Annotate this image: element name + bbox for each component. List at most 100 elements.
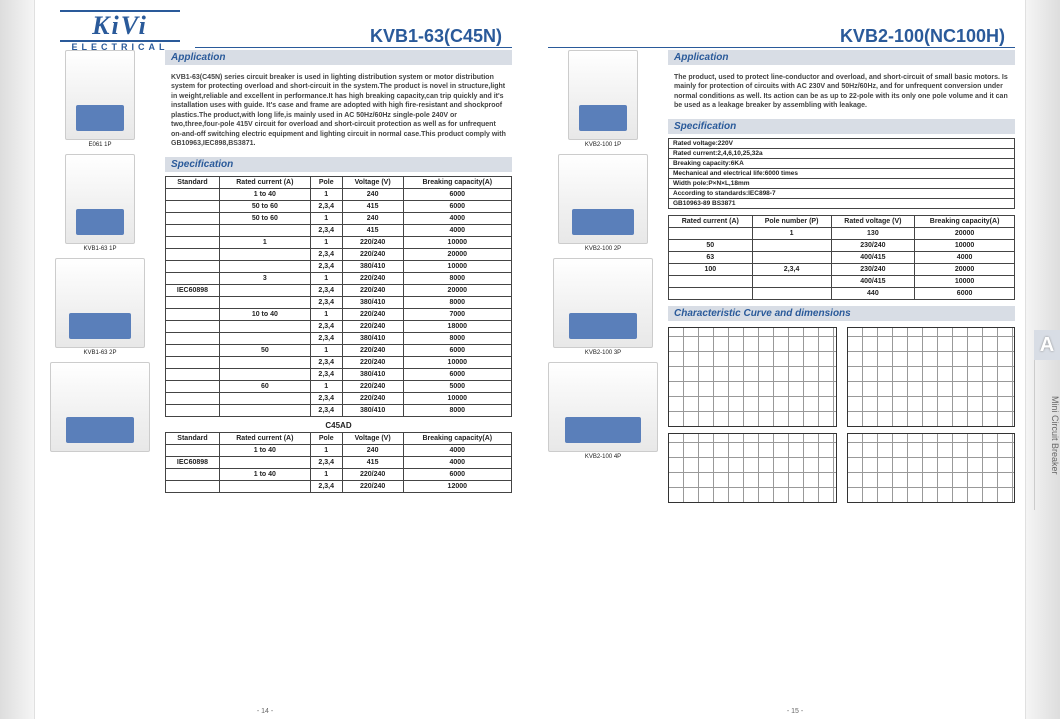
table-cell bbox=[166, 188, 220, 200]
table-cell: 2,3,4 bbox=[310, 332, 342, 344]
section-curve: Characteristic Curve and dimensions bbox=[668, 306, 1015, 321]
table-cell: IEC60898 bbox=[166, 456, 220, 468]
table-cell: 1 bbox=[310, 468, 342, 480]
table-cell: IEC60898 bbox=[166, 284, 220, 296]
table-cell bbox=[219, 368, 310, 380]
product-image bbox=[548, 362, 658, 452]
table-cell: 220/240 bbox=[342, 468, 403, 480]
spec-table-1: StandardRated current (A)PoleVoltage (V)… bbox=[165, 176, 512, 417]
table-cell: 220/240 bbox=[342, 356, 403, 368]
table-cell bbox=[166, 272, 220, 284]
table-cell bbox=[166, 224, 220, 236]
table-row: 50230/24010000 bbox=[669, 239, 1015, 251]
table-cell: 2,3,4 bbox=[310, 456, 342, 468]
table-cell bbox=[166, 392, 220, 404]
sub-title: C45AD bbox=[165, 421, 512, 430]
table-cell: 50 bbox=[669, 239, 753, 251]
table-cell bbox=[219, 356, 310, 368]
section-application: Application bbox=[668, 50, 1015, 65]
table-header: Rated voltage (V) bbox=[831, 215, 915, 227]
table-cell bbox=[219, 320, 310, 332]
table-cell: 415 bbox=[342, 224, 403, 236]
table-cell: 63 bbox=[669, 251, 753, 263]
table-header: Rated current (A) bbox=[219, 432, 310, 444]
table-cell: 4000 bbox=[403, 444, 511, 456]
table-cell: 220/240 bbox=[342, 248, 403, 260]
table-cell bbox=[752, 239, 831, 251]
table-row: 50 to 602,3,44156000 bbox=[166, 200, 512, 212]
table-cell: 380/410 bbox=[342, 368, 403, 380]
table-cell bbox=[752, 287, 831, 299]
table-cell bbox=[166, 260, 220, 272]
left-thumb-column: E061 1P KVB1-63 1P KVB1-63 2P bbox=[45, 50, 155, 493]
product-thumb: KVB2-100 2P bbox=[568, 154, 638, 252]
product-thumb: KVB2-100 4P bbox=[568, 362, 638, 460]
table-cell: 2,3,4 bbox=[310, 356, 342, 368]
table-cell: 415 bbox=[342, 200, 403, 212]
thumb-label: KVB2-100 4P bbox=[585, 454, 621, 460]
right-thumb-column: KVB2-100 1P KVB2-100 2P KVB2-100 3P KVB2… bbox=[548, 50, 658, 503]
table-cell: 8000 bbox=[403, 296, 511, 308]
dimension-diagram bbox=[847, 327, 1016, 427]
table-row: 601220/2405000 bbox=[166, 380, 512, 392]
table-cell: 6000 bbox=[403, 188, 511, 200]
table-cell: 230/240 bbox=[831, 263, 915, 275]
table-cell: 2,3,4 bbox=[310, 392, 342, 404]
spec-list-item: According to standards:IEC898-7 bbox=[669, 189, 1014, 199]
table-cell: 20000 bbox=[915, 263, 1015, 275]
table-cell: 12000 bbox=[403, 480, 511, 492]
section-specification: Specification bbox=[668, 119, 1015, 134]
table-cell: 10000 bbox=[915, 239, 1015, 251]
table-cell: 100 bbox=[669, 263, 753, 275]
table-cell: 220/240 bbox=[342, 380, 403, 392]
thumb-label: E061 1P bbox=[88, 142, 111, 148]
table-cell bbox=[752, 251, 831, 263]
table-cell: 220/240 bbox=[342, 236, 403, 248]
table-cell: 2,3,4 bbox=[310, 200, 342, 212]
spec-list-item: Mechanical and electrical life:6000 time… bbox=[669, 169, 1014, 179]
left-title: KVB1-63(C45N) bbox=[195, 8, 512, 48]
table-row: 2,3,4380/4108000 bbox=[166, 296, 512, 308]
table-row: 113020000 bbox=[669, 227, 1015, 239]
left-content: Application KVB1-63(C45N) series circuit… bbox=[165, 50, 512, 493]
table-row: 31220/2408000 bbox=[166, 272, 512, 284]
table-row: 10 to 401220/2407000 bbox=[166, 308, 512, 320]
table-cell: 220/240 bbox=[342, 480, 403, 492]
table-row: 2,3,4380/4108000 bbox=[166, 404, 512, 416]
table-cell: 10000 bbox=[403, 236, 511, 248]
table-cell bbox=[669, 275, 753, 287]
table-cell: 220/240 bbox=[342, 320, 403, 332]
table-cell: 2,3,4 bbox=[310, 296, 342, 308]
table-row: IEC608982,3,4220/24020000 bbox=[166, 284, 512, 296]
table-cell bbox=[166, 320, 220, 332]
table-header: Voltage (V) bbox=[342, 432, 403, 444]
table-row: 63400/4154000 bbox=[669, 251, 1015, 263]
table-cell: 220/240 bbox=[342, 308, 403, 320]
table-header: Standard bbox=[166, 176, 220, 188]
product-image bbox=[65, 154, 135, 244]
product-thumb: KVB1-63 1P bbox=[65, 154, 135, 252]
page-number: - 14 - bbox=[257, 708, 273, 715]
table-cell: 8000 bbox=[403, 404, 511, 416]
table-header: Pole number (P) bbox=[752, 215, 831, 227]
table-cell bbox=[752, 275, 831, 287]
table-cell bbox=[669, 287, 753, 299]
table-cell bbox=[166, 344, 220, 356]
table-cell: 20000 bbox=[403, 248, 511, 260]
table-cell: 5000 bbox=[403, 380, 511, 392]
table-cell: 10 to 40 bbox=[219, 308, 310, 320]
dimension-diagram bbox=[668, 433, 837, 503]
table-header: Pole bbox=[310, 176, 342, 188]
thumb-label: KVB2-100 1P bbox=[585, 142, 621, 148]
table-cell: 10000 bbox=[915, 275, 1015, 287]
thumb-label: KVB1-63 2P bbox=[83, 350, 116, 356]
side-tab: A Mini Circuit Breaker bbox=[1034, 330, 1060, 510]
characteristic-curve-diagram bbox=[668, 327, 837, 427]
diagram-row bbox=[668, 433, 1015, 503]
spec-list: Rated voltage:220VRated current:2,4,6,10… bbox=[668, 138, 1015, 209]
table-cell: 220/240 bbox=[342, 344, 403, 356]
product-thumb: KVB2-100 1P bbox=[568, 50, 638, 148]
table-header: Standard bbox=[166, 432, 220, 444]
thumb-label: KVB1-63 1P bbox=[83, 246, 116, 252]
product-image bbox=[65, 50, 135, 140]
